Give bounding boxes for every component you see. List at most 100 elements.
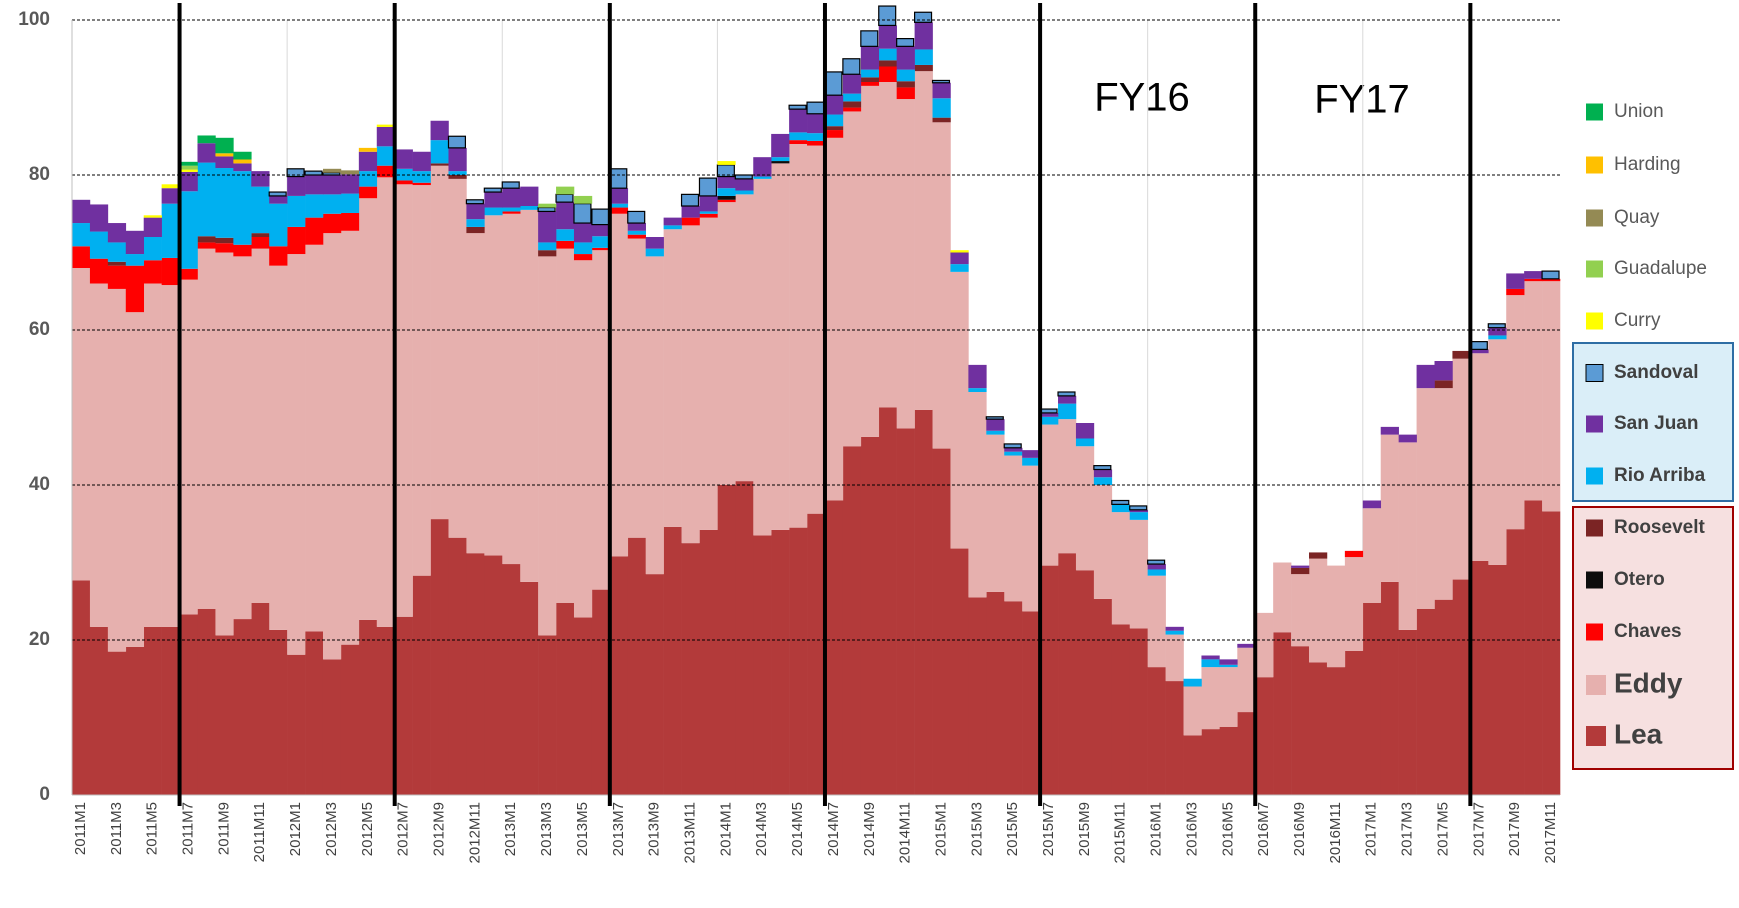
bar-segment: [789, 132, 808, 141]
bar-segment: [1416, 364, 1435, 389]
bar-segment: [358, 198, 378, 620]
bar-segment: [394, 149, 413, 169]
bar-segment: [1219, 659, 1238, 665]
bar-segment: [143, 283, 162, 627]
bar-segment: [860, 77, 880, 82]
bar-segment: [89, 258, 109, 284]
bar-segment: [931, 79, 951, 84]
bar-segment: [1093, 485, 1113, 599]
plot-area: [71, 5, 1561, 795]
bar-segment: [215, 243, 234, 253]
bar-segment: [807, 113, 826, 134]
x-tick-label: 2012M7: [395, 802, 412, 856]
annotation: FY16: [1094, 76, 1190, 120]
bar-segment: [717, 485, 736, 795]
bar-segment: [896, 37, 915, 47]
bar-segment: [1488, 564, 1507, 795]
bar-segment: [950, 252, 969, 265]
x-tick-label: 2011M5: [144, 802, 161, 855]
bar-segment: [125, 312, 145, 647]
bar-segment: [1255, 677, 1274, 795]
bar-segment: [878, 25, 897, 49]
x-tick-label: 2014M5: [789, 802, 806, 856]
bar-segment: [466, 219, 485, 227]
bar-segment: [860, 30, 879, 47]
bar-segment: [233, 151, 252, 160]
bar-segment: [914, 22, 933, 50]
bar-segment: [753, 176, 772, 179]
bar-segment: [1434, 388, 1453, 600]
bar-segment: [1524, 271, 1543, 279]
bar-segment: [1004, 447, 1023, 452]
bar-segment: [72, 268, 91, 581]
bar-segment: [556, 602, 575, 795]
bar-segment: [322, 233, 342, 660]
bar-segment: [1291, 565, 1310, 568]
legend-swatch: [1586, 675, 1606, 695]
bar-segment: [484, 207, 503, 216]
bar-segment: [734, 174, 753, 180]
bar-segment: [717, 188, 736, 196]
x-tick-label: 2013M3: [538, 802, 555, 856]
bar-segment: [663, 217, 682, 226]
bar-segment: [1058, 553, 1077, 795]
legend-swatch: [1586, 209, 1603, 227]
bar-segment: [735, 481, 754, 795]
bar-segment: [1093, 465, 1112, 471]
bar-segment: [161, 184, 180, 189]
bar-segment: [287, 195, 306, 227]
bar-segment: [824, 95, 844, 115]
x-tick-label: 2011M11: [251, 802, 268, 862]
bar-segment: [502, 213, 521, 565]
bar-segment: [430, 163, 449, 166]
bar-segment: [1111, 624, 1131, 795]
bar-segment: [465, 199, 484, 205]
bar-segment: [842, 101, 862, 108]
bar-segment: [699, 213, 718, 218]
bar-segment: [789, 140, 808, 144]
bar-segment: [788, 104, 807, 110]
bar-segment: [1506, 295, 1525, 530]
bar-segment: [1542, 511, 1561, 795]
x-tick-label: 2017M9: [1506, 802, 1523, 856]
bar-segment: [89, 283, 109, 627]
bar-segment: [1380, 581, 1399, 795]
bar-segment: [1416, 609, 1435, 795]
legend-label: Sandoval: [1614, 362, 1698, 383]
legend-swatch: [1586, 623, 1603, 641]
bar-segment: [1398, 434, 1417, 443]
bar-segment: [268, 191, 287, 197]
bar-segment: [932, 448, 951, 795]
x-tick-label: 2017M11: [1542, 802, 1559, 863]
bar-segment: [1201, 659, 1220, 668]
bar-segment: [985, 416, 1004, 420]
bar-segment: [1165, 630, 1184, 635]
bar-segment: [1201, 655, 1220, 660]
bar-segment: [197, 609, 216, 795]
bar-segment: [950, 271, 969, 549]
bar-segment: [1111, 504, 1131, 513]
bar-segment: [1362, 500, 1382, 509]
bar-segment: [269, 195, 288, 204]
bar-segment: [735, 194, 754, 482]
bar-segment: [161, 285, 180, 627]
bar-segment: [484, 215, 503, 556]
bar-segment: [1452, 579, 1471, 795]
bar-segment: [287, 254, 306, 655]
x-tick-label: 2012M1: [287, 802, 304, 856]
bar-segment: [161, 203, 180, 258]
bar-segment: [179, 614, 198, 795]
bar-segment: [1344, 550, 1364, 558]
bar-segment: [143, 237, 162, 261]
bar-segment: [1416, 388, 1435, 609]
bar-segment: [771, 529, 790, 795]
bar-segment: [538, 203, 557, 208]
bar-segment: [143, 217, 162, 237]
bar-segment: [860, 85, 880, 437]
bar-segment: [824, 71, 843, 96]
legend-label: Quay: [1614, 207, 1660, 228]
bar-segment: [1255, 612, 1274, 678]
bar-segment: [430, 120, 449, 141]
bar-segment: [609, 203, 629, 208]
